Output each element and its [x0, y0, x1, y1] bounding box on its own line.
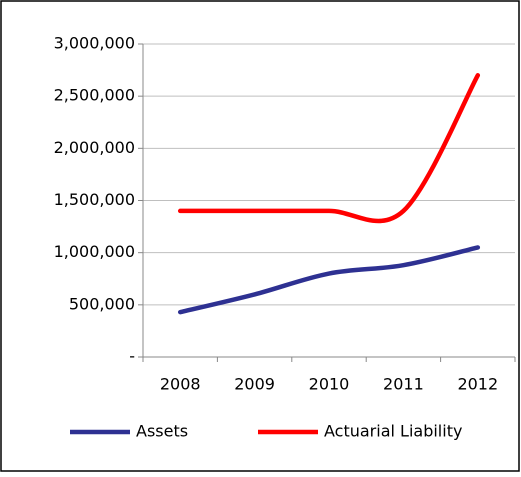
y-tick-label: 1,000,000 — [54, 242, 135, 261]
series-line — [177, 245, 481, 315]
y-tick-label: 2,500,000 — [54, 86, 135, 105]
series-line — [177, 73, 481, 224]
y-tick-label: 2,000,000 — [54, 138, 135, 157]
legend-label: Assets — [136, 422, 188, 441]
legend-label: Actuarial Liability — [324, 422, 462, 441]
y-tick-label: 3,000,000 — [54, 34, 135, 53]
x-tick-label: 2011 — [383, 375, 424, 394]
y-tick-label: 500,000 — [69, 294, 135, 313]
x-tick-label: 2009 — [234, 375, 275, 394]
y-tick-label: 1,500,000 — [54, 190, 135, 209]
x-tick-label: 2010 — [309, 375, 350, 394]
x-tick-label: 2008 — [160, 375, 201, 394]
y-tick-label: - — [129, 347, 135, 366]
x-tick-label: 2012 — [457, 375, 498, 394]
